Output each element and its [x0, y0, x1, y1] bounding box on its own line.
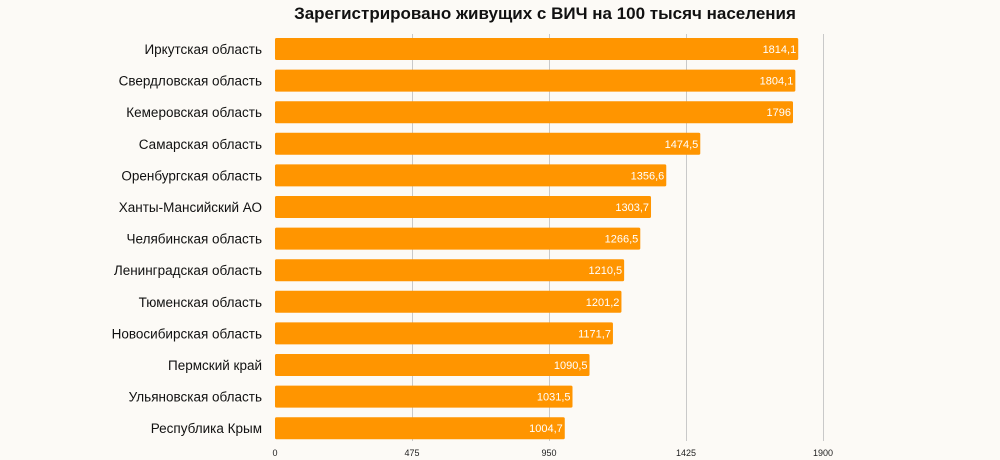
data-label: 1031,5	[537, 392, 571, 404]
data-label: 1004,7	[529, 423, 563, 435]
data-label: 1171,7	[578, 328, 611, 340]
category-label: Самарская область	[139, 137, 262, 152]
data-label: 1356,6	[631, 170, 665, 182]
category-label: Челябинская область	[127, 232, 262, 247]
bar	[275, 69, 796, 92]
bar	[275, 196, 652, 218]
x-tick-label: 475	[404, 448, 419, 458]
category-label: Пермский край	[168, 358, 262, 373]
bar	[275, 164, 667, 187]
category-label: Иркутская область	[144, 42, 262, 57]
bar	[275, 385, 573, 408]
category-label: Тюменская область	[139, 295, 262, 310]
category-label: Ханты-Мансийский АО	[119, 200, 262, 215]
x-tick-label: 1425	[676, 448, 696, 458]
category-label: Свердловская область	[119, 74, 262, 89]
data-label: 1814,1	[763, 44, 797, 56]
data-label: 1804,1	[760, 76, 794, 88]
x-tick-label: 1900	[813, 448, 833, 458]
data-label: 1090,5	[554, 360, 588, 372]
bar	[275, 290, 622, 313]
x-tick-label: 0	[272, 448, 277, 458]
bar	[275, 132, 701, 155]
bar	[275, 101, 794, 124]
bar	[275, 259, 625, 282]
category-label: Ульяновская область	[129, 390, 262, 405]
category-label: Оренбургская область	[121, 168, 262, 183]
bar	[275, 417, 565, 440]
data-label: 1201,2	[586, 297, 620, 309]
category-label: Новосибирская область	[112, 326, 262, 341]
x-tick-label: 950	[541, 448, 556, 458]
data-label: 1210,5	[588, 265, 622, 277]
chart-title: Зарегистрировано живущих с ВИЧ на 100 ты…	[294, 4, 796, 23]
data-label: 1303,7	[615, 202, 649, 214]
category-label: Республика Крым	[151, 421, 262, 436]
bar	[275, 227, 641, 250]
category-label: Ленинградская область	[114, 263, 262, 278]
data-label: 1796	[767, 107, 791, 119]
data-label: 1474,5	[665, 139, 699, 151]
data-label: 1266,5	[605, 234, 639, 246]
bar	[275, 38, 799, 60]
category-label: Кемеровская область	[126, 105, 262, 120]
bar	[275, 354, 590, 376]
bar	[275, 322, 613, 345]
